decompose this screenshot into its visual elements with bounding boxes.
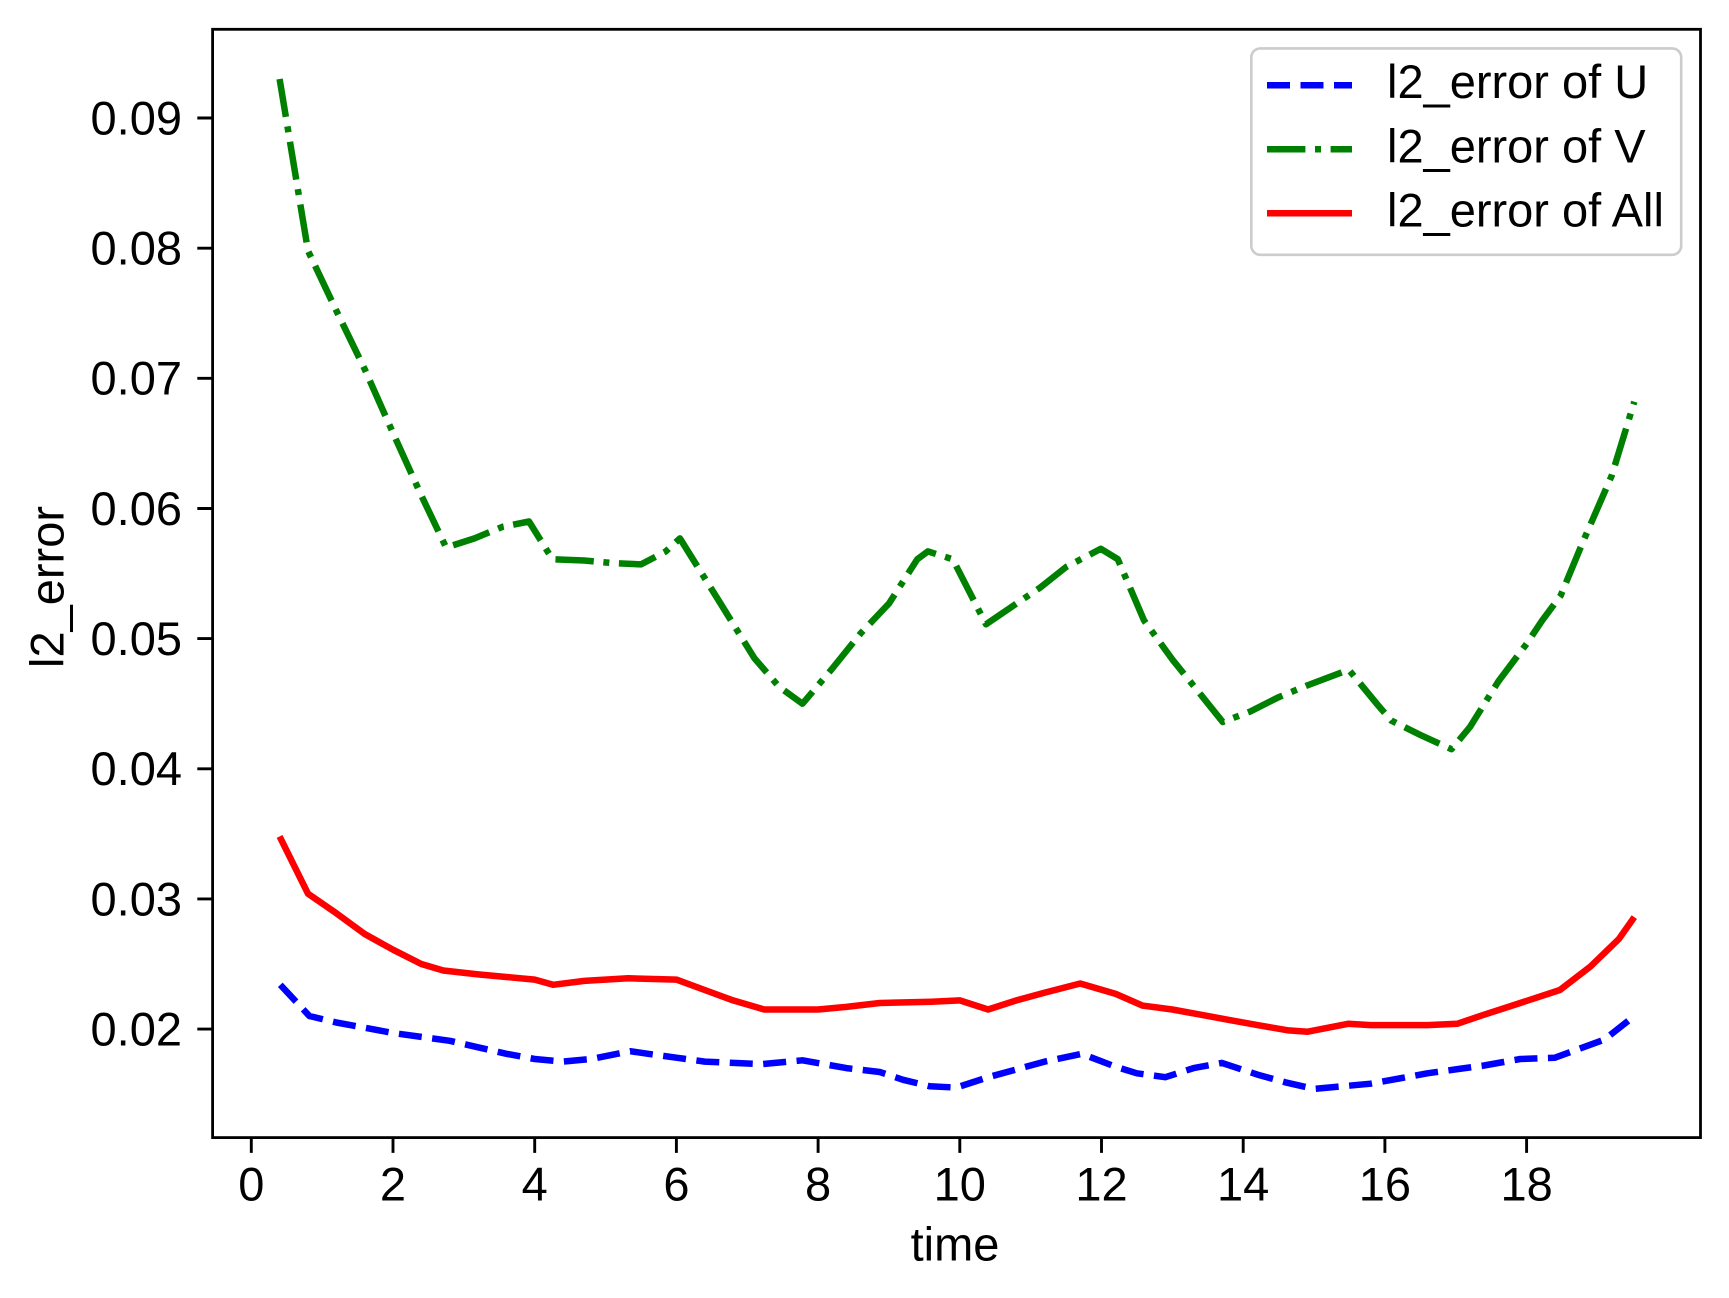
svg-text:0.03: 0.03	[91, 872, 182, 925]
svg-text:12: 12	[1075, 1158, 1127, 1211]
svg-text:0: 0	[238, 1158, 264, 1211]
svg-text:6: 6	[663, 1158, 689, 1211]
svg-text:8: 8	[805, 1158, 831, 1211]
svg-text:0.06: 0.06	[91, 482, 182, 535]
svg-text:l2_error of U: l2_error of U	[1387, 55, 1648, 108]
svg-text:4: 4	[522, 1158, 548, 1211]
svg-text:16: 16	[1359, 1158, 1411, 1211]
svg-text:18: 18	[1500, 1158, 1552, 1211]
svg-text:2: 2	[380, 1158, 406, 1211]
svg-text:14: 14	[1217, 1158, 1269, 1211]
svg-text:0.09: 0.09	[91, 91, 182, 144]
svg-text:0.04: 0.04	[91, 742, 182, 795]
svg-text:time: time	[911, 1218, 1000, 1271]
svg-text:10: 10	[934, 1158, 986, 1211]
svg-text:0.07: 0.07	[91, 352, 182, 405]
svg-text:l2_error of All: l2_error of All	[1387, 183, 1664, 236]
svg-text:0.05: 0.05	[91, 612, 182, 665]
svg-text:0.02: 0.02	[91, 1003, 182, 1056]
svg-text:l2_error: l2_error	[21, 506, 74, 668]
svg-text:l2_error of V: l2_error of V	[1387, 119, 1646, 172]
svg-text:0.08: 0.08	[91, 222, 182, 275]
